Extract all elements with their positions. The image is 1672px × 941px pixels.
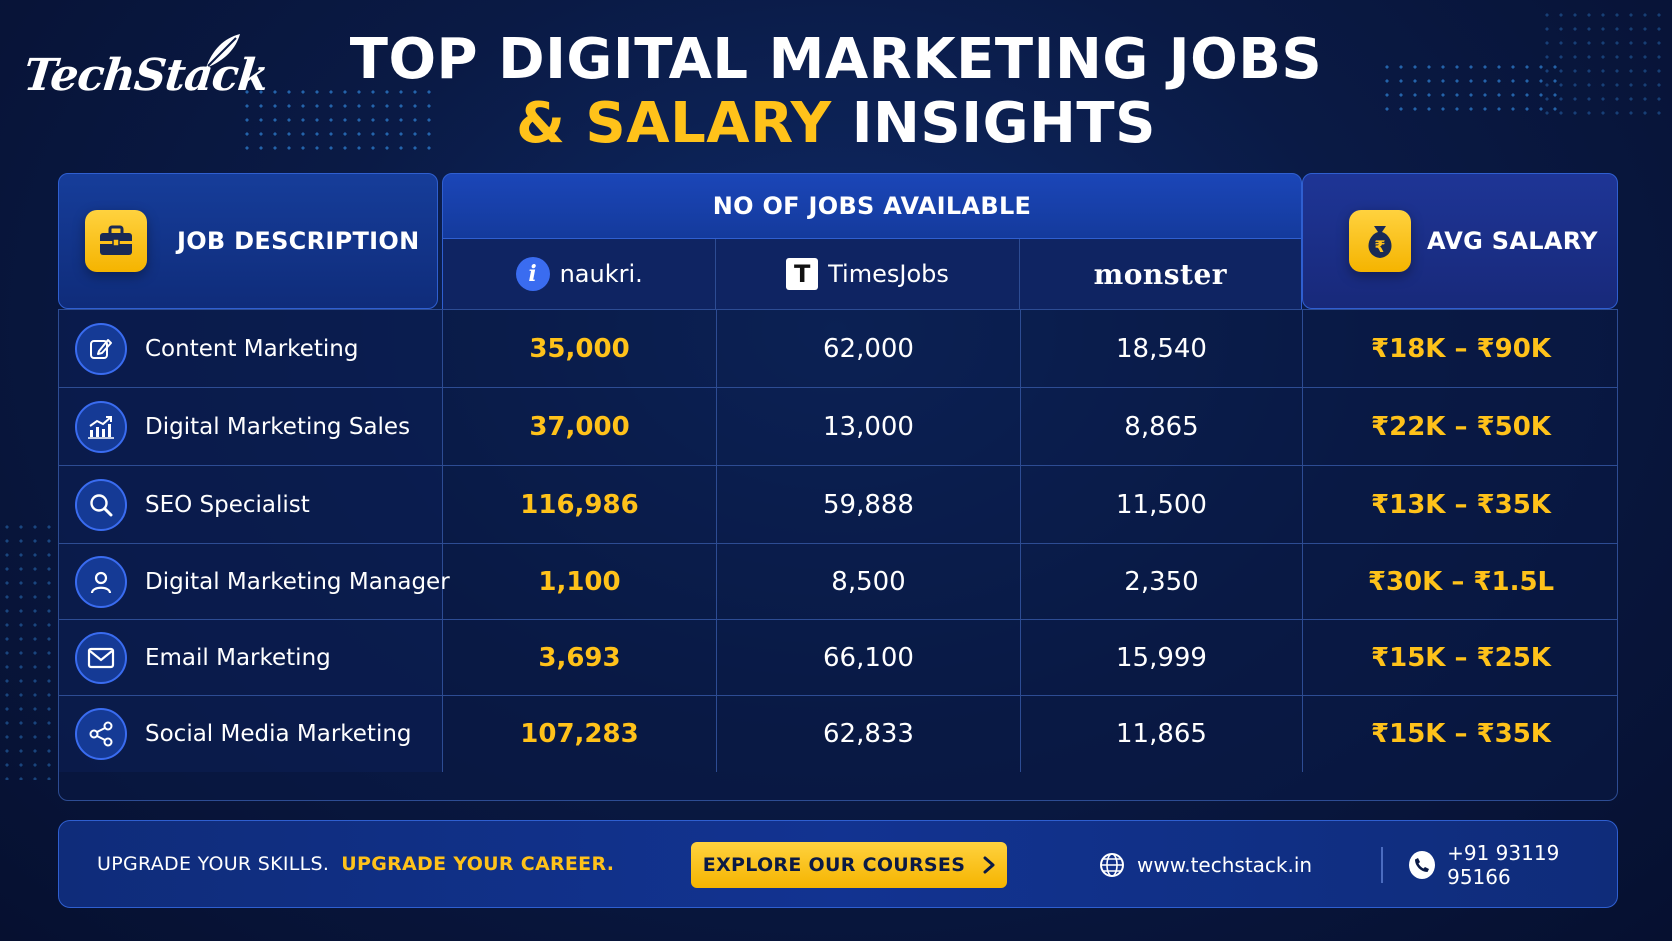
timesjobs-logo-icon: T <box>786 258 819 290</box>
salary-range: ₹15K – ₹25K <box>1371 642 1551 673</box>
title-rest: INSIGHTS <box>831 91 1156 156</box>
search-icon <box>75 478 127 531</box>
source-monster: monster <box>1020 239 1301 309</box>
title-line-1: TOP DIGITAL MARKETING JOBS <box>349 27 1323 92</box>
leaf-icon <box>206 34 240 68</box>
timesjobs-count: 13,000 <box>717 388 1021 465</box>
naukri-count: 1,100 <box>443 544 717 619</box>
chart-growth-icon <box>75 400 127 453</box>
table-row: Digital Marketing Manager 1,100 8,500 2,350… <box>59 544 1617 620</box>
naukri-logo-icon: i <box>515 257 550 291</box>
footer-divider <box>1381 847 1383 883</box>
salary-range: ₹18K – ₹90K <box>1371 333 1551 364</box>
job-cell: Digital Marketing Manager <box>59 544 450 619</box>
decor-dots <box>0 520 60 780</box>
table-row: Digital Marketing Sales 37,000 13,000 8,865… <box>59 388 1617 466</box>
job-cell: Digital Marketing Sales <box>59 388 443 465</box>
source-monster-label: monster <box>1093 257 1228 291</box>
monster-count: 18,540 <box>1021 310 1303 387</box>
job-title: Email Marketing <box>145 644 331 671</box>
table-row: Email Marketing 3,693 66,100 15,999 ₹15K – ₹… <box>59 620 1617 696</box>
footer-bar: UPGRADE YOUR SKILLS. UPGRADE YOUR CAREER.… <box>58 820 1618 908</box>
mail-icon <box>75 631 127 684</box>
timesjobs-count: 59,888 <box>717 466 1021 543</box>
phone-link[interactable]: +91 93119 95166 <box>1409 821 1617 909</box>
decor-dots <box>240 85 440 155</box>
job-cell: Email Marketing <box>59 620 443 695</box>
table-body: Content Marketing 35,000 62,000 18,540 ₹18K … <box>58 309 1618 801</box>
phone-text: +91 93119 95166 <box>1447 841 1560 889</box>
monster-count: 15,999 <box>1021 620 1303 695</box>
monster-count: 11,500 <box>1021 466 1303 543</box>
source-naukri: i naukri. <box>443 239 717 309</box>
naukri-count: 3,693 <box>443 620 717 695</box>
timesjobs-count: 62,833 <box>717 696 1021 772</box>
briefcase-icon <box>85 210 147 272</box>
naukri-count: 116,986 <box>443 466 717 543</box>
salary-range: ₹22K – ₹50K <box>1371 411 1551 442</box>
tagline-white: UPGRADE YOUR SKILLS. <box>97 853 330 875</box>
svg-text:₹: ₹ <box>1374 237 1385 256</box>
job-description-label: JOB DESCRIPTION <box>177 227 420 255</box>
chevron-right-icon <box>983 856 995 874</box>
decor-dots <box>1380 60 1560 120</box>
job-cell: SEO Specialist <box>59 466 443 543</box>
explore-courses-button[interactable]: EXPLORE OUR COURSES <box>691 842 1007 888</box>
page-title: TOP DIGITAL MARKETING JOBS & SALARY INSI… <box>0 28 1672 156</box>
job-cell: Content Marketing <box>59 310 443 387</box>
job-sources-header: i naukri. T TimesJobs monster <box>442 239 1302 309</box>
monster-count: 8,865 <box>1021 388 1303 465</box>
source-timesjobs-label: TimesJobs <box>828 260 949 288</box>
decor-dots <box>1540 8 1670 118</box>
phone-icon <box>1409 851 1436 879</box>
footer-tagline: UPGRADE YOUR SKILLS. UPGRADE YOUR CAREER. <box>97 853 614 875</box>
jobs-available-header: NO OF JOBS AVAILABLE <box>442 173 1302 239</box>
globe-icon <box>1100 853 1124 877</box>
title-highlight: & SALARY <box>516 91 832 156</box>
table-row: Social Media Marketing 107,283 62,833 11,86… <box>59 696 1617 772</box>
source-timesjobs: T TimesJobs <box>716 239 1020 309</box>
job-description-header: JOB DESCRIPTION <box>58 173 438 309</box>
timesjobs-count: 62,000 <box>717 310 1021 387</box>
table-row: SEO Specialist 116,986 59,888 11,500 ₹13K – … <box>59 466 1617 544</box>
monster-count: 11,865 <box>1021 696 1303 772</box>
salary-range: ₹30K – ₹1.5L <box>1367 566 1555 597</box>
source-naukri-label: naukri. <box>559 260 643 288</box>
timesjobs-count: 66,100 <box>717 620 1021 695</box>
table-row: Content Marketing 35,000 62,000 18,540 ₹18K … <box>59 310 1617 388</box>
naukri-count: 37,000 <box>443 388 717 465</box>
jobs-available-label: NO OF JOBS AVAILABLE <box>712 192 1032 220</box>
title-line-2: & SALARY INSIGHTS <box>0 92 1672 156</box>
timesjobs-count: 8,500 <box>717 544 1021 619</box>
edit-icon <box>75 322 127 375</box>
job-title: Social Media Marketing <box>145 721 412 747</box>
money-bag-icon: ₹ <box>1349 210 1411 272</box>
job-cell: Social Media Marketing <box>59 696 443 772</box>
job-title: SEO Specialist <box>145 491 310 518</box>
job-title: Digital Marketing Manager <box>145 568 450 595</box>
share-icon <box>75 708 127 760</box>
naukri-count: 107,283 <box>443 696 717 772</box>
avg-salary-header: ₹ AVG SALARY <box>1302 173 1618 309</box>
job-title: Digital Marketing Sales <box>145 413 411 440</box>
monster-count: 2,350 <box>1021 544 1303 619</box>
job-title: Content Marketing <box>145 335 359 362</box>
jobs-table: JOB DESCRIPTION NO OF JOBS AVAILABLE i n… <box>58 173 1618 801</box>
salary-range: ₹13K – ₹35K <box>1371 489 1551 520</box>
explore-courses-label: EXPLORE OUR COURSES <box>702 854 966 876</box>
user-icon <box>75 555 127 608</box>
website-link[interactable]: www.techstack.in <box>1099 821 1312 909</box>
salary-range: ₹15K – ₹35K <box>1371 719 1551 749</box>
naukri-count: 35,000 <box>443 310 717 387</box>
avg-salary-label: AVG SALARY <box>1427 227 1598 255</box>
website-text: www.techstack.in <box>1137 853 1313 877</box>
tagline-yellow: UPGRADE YOUR CAREER. <box>341 853 615 875</box>
techstack-logo[interactable]: TechStack <box>21 30 270 110</box>
